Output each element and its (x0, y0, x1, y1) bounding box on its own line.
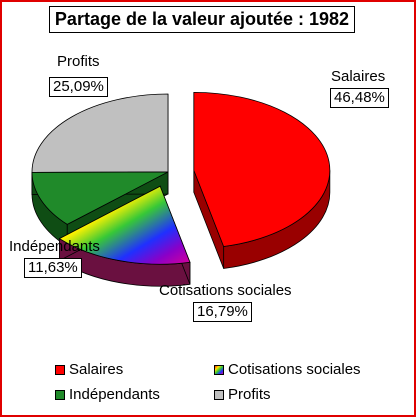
slice-value-salaires: 46,48% (330, 88, 389, 108)
chart-title: Partage de la valeur ajoutée : 1982 (49, 6, 355, 33)
pie-slice-salaires (193, 91, 331, 269)
slice-label-cotisations: Cotisations sociales (159, 282, 292, 299)
pie-slice-top-profits (31, 93, 169, 173)
legend-label-profits: Profits (228, 386, 271, 403)
slice-value-independants: 11,63% (24, 258, 82, 278)
legend-item-profits: Profits (214, 386, 271, 403)
legend-swatch-profits (214, 389, 224, 400)
pie-slice-top-salaires (193, 91, 331, 247)
legend-label-salaires: Salaires (69, 361, 124, 378)
pie-slice-cotisations (58, 185, 191, 287)
legend-item-independants: Indépendants (55, 386, 160, 403)
pie-slice-top-cotisations (58, 185, 191, 265)
legend-item-cotisations: Cotisations sociales (214, 361, 361, 378)
legend-swatch-salaires (55, 364, 65, 375)
pie-slice-top-independants (31, 171, 169, 225)
slice-value-profits: 25,09% (49, 77, 108, 97)
slice-value-cotisations: 16,79% (193, 302, 252, 322)
legend-swatch-independants (55, 389, 65, 400)
legend-swatch-cotisations (214, 364, 224, 375)
slice-label-independants: Indépendants (9, 238, 100, 255)
slice-label-salaires: Salaires (331, 68, 386, 85)
legend-item-salaires: Salaires (55, 361, 123, 378)
slice-label-profits: Profits (57, 53, 100, 70)
legend-label-cotisations: Cotisations sociales (228, 361, 361, 378)
legend-label-independants: Indépendants (69, 386, 160, 403)
